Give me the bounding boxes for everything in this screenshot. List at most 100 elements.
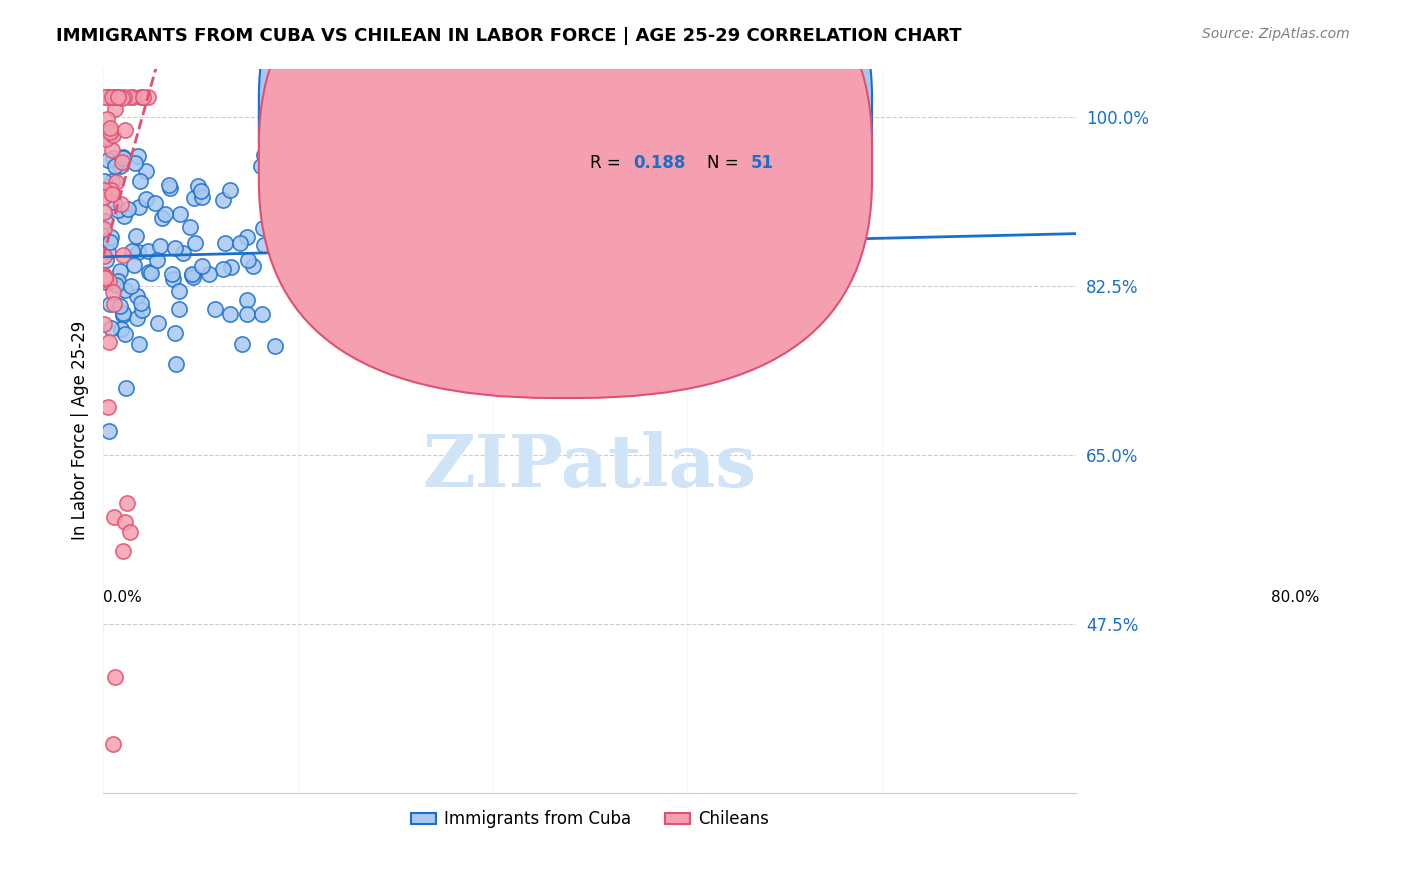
Chileans [101,187,124,202]
Immigrants from Cuba [187,179,209,194]
Chileans [100,183,122,197]
Immigrants from Cuba [100,321,122,335]
Immigrants from Cuba [114,284,136,298]
Immigrants from Cuba [288,218,311,232]
Immigrants from Cuba [204,302,226,317]
Chileans [111,248,134,262]
Chileans [101,738,124,752]
Immigrants from Cuba [181,269,204,284]
Immigrants from Cuba [94,214,117,228]
Immigrants from Cuba [98,235,121,249]
Immigrants from Cuba [159,181,181,195]
Chileans [122,90,145,104]
Immigrants from Cuba [433,249,456,263]
Chileans [93,183,115,197]
Immigrants from Cuba [97,153,120,167]
Immigrants from Cuba [125,228,148,243]
Chileans [117,496,139,510]
Chileans [103,509,125,524]
Text: R =: R = [589,153,626,171]
Immigrants from Cuba [120,279,142,293]
Immigrants from Cuba [184,236,207,251]
Immigrants from Cuba [127,245,149,260]
Immigrants from Cuba [138,265,160,279]
Immigrants from Cuba [98,297,121,311]
Immigrants from Cuba [135,192,157,206]
Immigrants from Cuba [146,253,169,268]
Immigrants from Cuba [104,90,127,104]
Chileans [94,90,117,104]
Immigrants from Cuba [420,293,443,307]
Chileans [111,155,134,169]
Immigrants from Cuba [111,308,134,322]
Immigrants from Cuba [165,357,187,371]
Chileans [97,90,120,104]
Chileans [93,317,115,331]
Y-axis label: In Labor Force | Age 25-29: In Labor Force | Age 25-29 [72,321,89,541]
Text: 0.058: 0.058 [634,103,686,121]
Chileans [114,123,136,137]
Chileans [101,90,124,104]
Immigrants from Cuba [131,296,153,310]
Immigrants from Cuba [97,425,120,439]
Immigrants from Cuba [128,336,150,351]
Immigrants from Cuba [104,159,127,173]
Text: N =: N = [707,153,744,171]
Chileans [104,90,127,104]
Chileans [108,90,131,104]
Chileans [94,270,117,285]
Immigrants from Cuba [169,207,191,221]
Immigrants from Cuba [183,191,205,205]
Immigrants from Cuba [104,278,127,293]
Immigrants from Cuba [131,302,153,317]
Immigrants from Cuba [103,194,125,209]
Immigrants from Cuba [93,174,115,188]
Immigrants from Cuba [136,244,159,258]
Legend: Immigrants from Cuba, Chileans: Immigrants from Cuba, Chileans [404,804,776,835]
Immigrants from Cuba [212,262,235,277]
Immigrants from Cuba [311,301,333,315]
Immigrants from Cuba [214,236,236,251]
Immigrants from Cuba [149,238,172,252]
Immigrants from Cuba [96,129,118,144]
FancyBboxPatch shape [259,0,872,351]
Chileans [110,197,132,211]
Immigrants from Cuba [235,307,257,321]
Immigrants from Cuba [231,337,253,351]
Immigrants from Cuba [235,293,257,307]
Immigrants from Cuba [323,302,346,317]
Immigrants from Cuba [250,160,273,174]
Immigrants from Cuba [110,322,132,336]
Immigrants from Cuba [326,181,349,195]
Chileans [118,90,141,104]
Chileans [97,274,120,288]
Immigrants from Cuba [100,126,122,140]
Text: IMMIGRANTS FROM CUBA VS CHILEAN IN LABOR FORCE | AGE 25-29 CORRELATION CHART: IMMIGRANTS FROM CUBA VS CHILEAN IN LABOR… [56,27,962,45]
Immigrants from Cuba [131,90,153,104]
Immigrants from Cuba [97,245,120,260]
Chileans [97,335,120,350]
Chileans [107,90,129,104]
Immigrants from Cuba [115,381,138,395]
Immigrants from Cuba [152,211,174,226]
Chileans [98,120,121,135]
Immigrants from Cuba [124,156,146,170]
Chileans [114,516,136,530]
Text: R =: R = [589,103,626,121]
Immigrants from Cuba [162,272,184,286]
Immigrants from Cuba [157,178,180,192]
Immigrants from Cuba [165,241,187,255]
Chileans [96,112,118,126]
Immigrants from Cuba [101,174,124,188]
Chileans [100,90,122,104]
Immigrants from Cuba [114,326,136,341]
Immigrants from Cuba [172,245,194,260]
Immigrants from Cuba [181,268,204,282]
Immigrants from Cuba [236,230,259,244]
Text: 80.0%: 80.0% [1271,590,1320,605]
Chileans [93,249,115,263]
Chileans [93,222,115,236]
Immigrants from Cuba [108,264,131,278]
Immigrants from Cuba [139,266,162,280]
Immigrants from Cuba [291,169,314,183]
